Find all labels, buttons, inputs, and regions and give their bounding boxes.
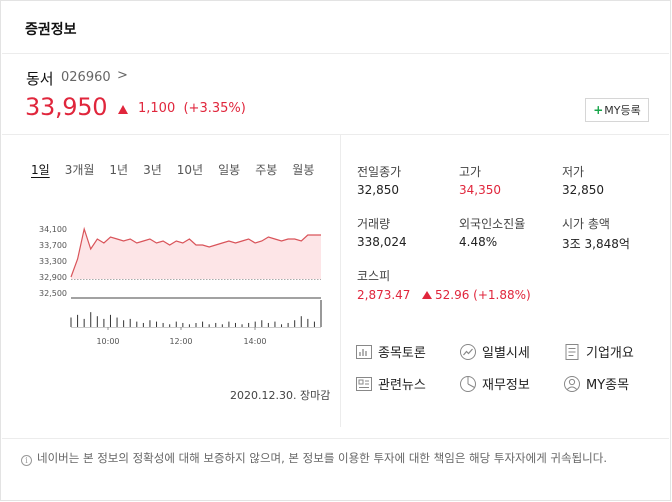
high-label: 고가 (459, 165, 482, 179)
company-overview-link-label: 기업개요 (586, 346, 634, 361)
tab-1-year[interactable]: 1년 (109, 163, 129, 177)
price-line (70, 226, 321, 278)
prev-close-value: 32,850 (357, 183, 399, 197)
company-overview-link[interactable]: 기업개요 (563, 342, 634, 361)
disclaimer-text: 네이버는 본 정보의 정확성에 대해 보증하지 않으며, 본 정보를 이용한 투… (37, 451, 607, 465)
price-change: 1,100 (+3.35%) (138, 101, 246, 116)
y-tick-label: 32,900 (39, 273, 67, 282)
discussion-link-label: 종목토론 (378, 346, 426, 361)
low-value: 32,850 (562, 183, 604, 197)
y-tick-label: 34,100 (39, 225, 67, 234)
x-tick-label: 12:00 (169, 337, 192, 346)
foreign-ratio-value: 4.48% (459, 235, 498, 249)
disclaimer-notice: i 네이버는 본 정보의 정확성에 대해 보증하지 않으며, 본 정보를 이용한 … (21, 450, 651, 467)
header-divider (2, 53, 669, 54)
related-news-link[interactable]: 관련뉴스 (355, 374, 426, 393)
plus-icon: + (593, 103, 604, 117)
y-tick-label: 33,700 (39, 241, 67, 250)
market-close-date: 2020.12.30. 장마감 (230, 389, 331, 402)
tab-3-years[interactable]: 3년 (143, 163, 162, 177)
my-button-label: MY등록 (604, 104, 641, 117)
high-value: 34,350 (459, 183, 501, 197)
kospi-value: 2,873.47 (357, 288, 411, 302)
market-cap-value: 3조 3,848억 (562, 237, 630, 251)
footer-divider (2, 438, 669, 439)
discussion-link[interactable]: 종목토론 (355, 342, 426, 361)
document-list-icon (565, 343, 579, 360)
add-to-my-stocks-button[interactable]: + MY등록 (585, 98, 649, 122)
price-change-percent: (+3.35%) (183, 101, 246, 116)
tab-monthly-candle[interactable]: 월봉 (292, 163, 315, 177)
up-triangle-icon (118, 105, 128, 114)
volume-value: 338,024 (357, 235, 407, 249)
kospi-change: 52.96 (+1.88%) (422, 288, 531, 302)
price-change-amount: 1,100 (138, 101, 176, 116)
up-triangle-icon (422, 291, 432, 299)
volume-label: 거래량 (357, 217, 391, 231)
x-tick-label: 10:00 (96, 337, 119, 346)
tab-1-day[interactable]: 1일 (31, 163, 50, 177)
tab-weekly-candle[interactable]: 주봉 (255, 163, 278, 177)
related-news-link-label: 관련뉴스 (378, 378, 426, 393)
daily-quotes-link-label: 일별시세 (482, 346, 530, 361)
my-stocks-link[interactable]: MY종목 (563, 374, 629, 393)
prev-close-label: 전일종가 (357, 165, 402, 179)
body-divider (2, 134, 669, 135)
chevron-right-icon[interactable]: > (117, 68, 128, 83)
y-tick-label: 32,500 (39, 289, 67, 298)
current-price: 33,950 (25, 93, 108, 121)
tab-3-months[interactable]: 3개월 (64, 163, 95, 177)
my-stocks-link-label: MY종목 (586, 378, 630, 393)
market-cap-label: 시가 총액 (562, 217, 610, 231)
bar-chart-icon (356, 344, 372, 359)
column-divider (340, 135, 341, 427)
stock-code[interactable]: 026960 (61, 70, 111, 85)
x-tick-label: 14:00 (243, 337, 266, 346)
info-icon: i (21, 455, 32, 466)
low-label: 저가 (562, 165, 585, 179)
news-icon (356, 376, 372, 391)
trend-line-icon (460, 343, 476, 360)
kospi-change-text: 52.96 (+1.88%) (435, 288, 531, 302)
daily-quotes-link[interactable]: 일별시세 (459, 342, 530, 361)
foreign-ratio-label: 외국인소진율 (459, 217, 526, 231)
y-tick-label: 33,300 (39, 257, 67, 266)
kospi-label: 코스피 (357, 269, 391, 283)
tab-daily-candle[interactable]: 일봉 (218, 163, 241, 177)
price-area-fill (71, 229, 321, 279)
chart-period-tabs: 1일 3개월 1년 3년 10년 일봉 주봉 월봉 (31, 161, 329, 178)
financial-info-link-label: 재무정보 (482, 378, 530, 393)
user-icon (564, 375, 580, 392)
card-title: 증권정보 (25, 22, 77, 38)
pie-chart-icon (460, 375, 476, 392)
intraday-price-chart: 34,100 33,700 33,300 32,900 32,500 10:00 12:00… (39, 225, 322, 346)
financial-info-link[interactable]: 재무정보 (459, 374, 530, 393)
tab-10-years[interactable]: 10년 (176, 163, 204, 177)
stock-name-link[interactable]: 동서 (26, 70, 54, 88)
